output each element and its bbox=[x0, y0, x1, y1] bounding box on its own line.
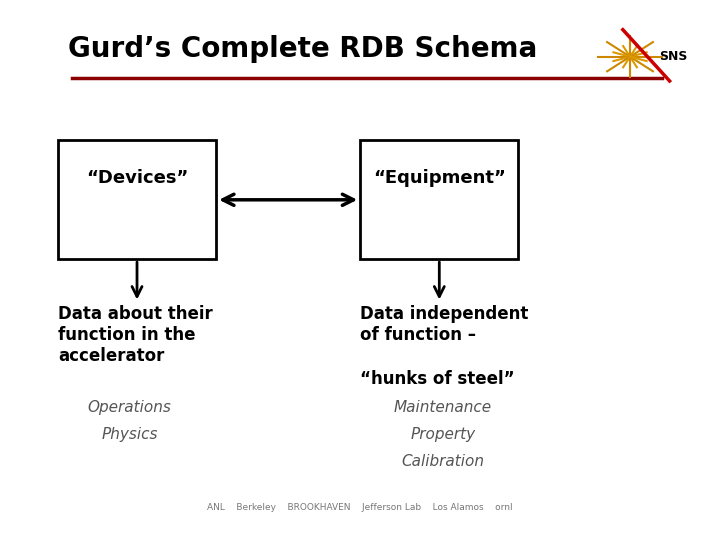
Text: Data about their
function in the
accelerator: Data about their function in the acceler… bbox=[58, 305, 212, 364]
Text: ANL    Berkeley    BROOKHAVEN    Jefferson Lab    Los Alamos    ornl: ANL Berkeley BROOKHAVEN Jefferson Lab Lo… bbox=[207, 503, 513, 512]
Bar bbox=[58, 140, 216, 259]
Text: Physics: Physics bbox=[102, 427, 158, 442]
Text: Data independent
of function –: Data independent of function – bbox=[360, 305, 528, 344]
Text: “Devices”: “Devices” bbox=[86, 170, 188, 187]
Text: SNS: SNS bbox=[660, 50, 688, 63]
Text: Maintenance: Maintenance bbox=[394, 400, 492, 415]
Text: “hunks of steel”: “hunks of steel” bbox=[360, 370, 515, 388]
Bar bbox=[360, 140, 518, 259]
Text: Gurd’s Complete RDB Schema: Gurd’s Complete RDB Schema bbox=[68, 35, 537, 63]
Text: “Equipment”: “Equipment” bbox=[373, 170, 505, 187]
Text: Operations: Operations bbox=[88, 400, 172, 415]
Text: Calibration: Calibration bbox=[402, 454, 485, 469]
Text: Property: Property bbox=[410, 427, 475, 442]
